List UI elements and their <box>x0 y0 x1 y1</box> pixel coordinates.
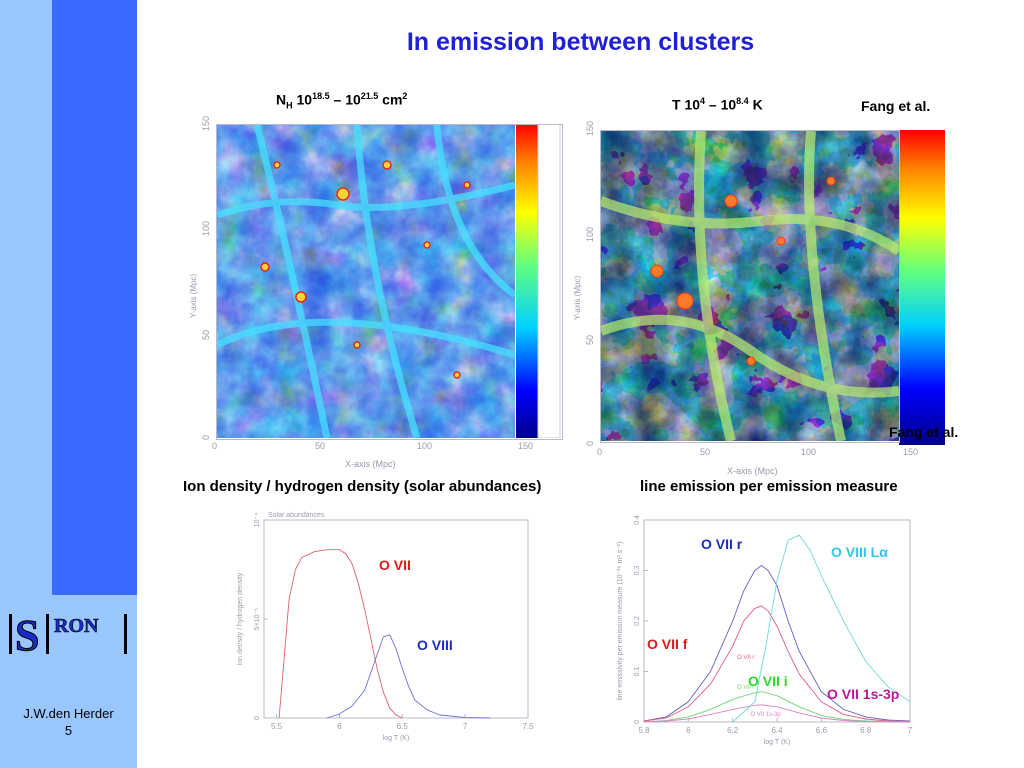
series-line <box>278 549 403 719</box>
density-y-tick: 150 <box>201 115 211 131</box>
x-tick-label: 7.5 <box>522 722 534 731</box>
in-plot-annotation: O VII i <box>737 685 754 691</box>
x-tick-label: 7 <box>463 722 468 731</box>
temperature-range-label: T 104 – 108.4 K <box>672 96 763 113</box>
temperature-y-tick: 0 <box>585 440 595 446</box>
density-map-frame <box>216 124 563 440</box>
o7r-line-label: O VII r <box>701 536 743 552</box>
o7f-line-label: O VII f <box>647 636 688 652</box>
x-tick-label: 6.8 <box>860 726 872 735</box>
x-tick-label: 6.2 <box>727 726 739 735</box>
temperature-colorbar <box>899 130 945 445</box>
temperature-y-tick: 50 <box>585 334 595 345</box>
density-map <box>217 125 515 438</box>
x-axis-label: log T (K) <box>383 735 410 742</box>
temperature-y-tick: 100 <box>585 226 595 242</box>
emissivity-caption: line emission per emission measure <box>640 478 898 495</box>
o7-ion-label: O VII <box>379 557 411 573</box>
temperature-x-tick: 50 <box>700 447 711 457</box>
emissivity-chart: 5.8 6 6.2 6.4 6.6 6.8 7 log T (K) 0 0.1 0.2 0.3 0.4 l… <box>617 515 913 746</box>
temperature-y-tick: 150 <box>585 120 595 136</box>
x-tick-label: 5.8 <box>638 726 650 735</box>
y-tick-label: 0 <box>254 716 261 720</box>
x-tick-label: 6 <box>686 726 691 735</box>
temperature-x-tick: 150 <box>903 447 919 457</box>
y-tick-label: 0.2 <box>634 616 641 626</box>
temperature-map <box>601 131 899 441</box>
sron-logo: S RON <box>6 608 132 660</box>
credit-label-overlay: Fang et al. <box>889 424 959 440</box>
y-tick-label: 0.4 <box>634 515 641 525</box>
x-tick-label: 6 <box>337 722 342 731</box>
density-x-tick: 50 <box>315 441 326 451</box>
temperature-x-tick: 100 <box>801 447 817 457</box>
ion-fraction-caption: Ion density / hydrogen density (solar ab… <box>183 478 542 495</box>
chart-subtitle: Solar abundances <box>268 512 325 519</box>
slide-title: In emission between clusters <box>406 28 755 56</box>
density-y-tick: 50 <box>201 329 211 340</box>
density-x-tick: 0 <box>212 441 218 451</box>
sidebar-dark <box>52 0 137 595</box>
y-tick-label: 0.1 <box>634 667 641 677</box>
svg-text:S: S <box>15 611 39 660</box>
density-x-tick: 100 <box>417 441 433 451</box>
density-range-label: NH 1018.5 – 1021.5 cm2 <box>276 91 408 111</box>
y-tick-label: 0.3 <box>634 566 641 576</box>
density-y-tick: 100 <box>201 220 211 236</box>
o8-ion-label: O VIII <box>417 637 453 653</box>
y-tick-label: 10⁻⁴ <box>254 513 261 528</box>
temperature-y-label: Y-axis (Mpc) <box>573 275 582 320</box>
in-plot-annotation: O VII r <box>737 655 754 661</box>
o7-1s3p-line-label: O VII 1s-3p <box>827 686 900 702</box>
x-tick-label: 7 <box>908 726 913 735</box>
y-axis-label: ion density / hydrogen density <box>237 572 244 665</box>
x-axis-label: log T (K) <box>764 739 791 746</box>
ion-fraction-chart: 5.5 6 6.5 7 7.5 log T (K) 0 5×10⁻⁵ 10⁻⁴ ion densi… <box>237 512 534 742</box>
series-line <box>643 691 911 723</box>
temperature-map-frame <box>600 130 900 443</box>
series-line <box>643 564 911 722</box>
footer-page-number: 5 <box>64 723 73 738</box>
density-y-tick: 0 <box>201 434 211 440</box>
density-x-label: X-axis (Mpc) <box>345 459 396 469</box>
x-tick-label: 5.5 <box>271 722 283 731</box>
plot-frame <box>263 519 529 719</box>
series-line <box>643 704 911 723</box>
in-plot-annotation: O VII 1s-3p <box>750 712 781 718</box>
temperature-x-label: X-axis (Mpc) <box>727 466 778 476</box>
o8-lya-line-label: O VIII Lα <box>831 544 888 560</box>
footer-author: J.W.den Herder <box>23 706 114 721</box>
x-tick-label: 6.6 <box>816 726 828 735</box>
y-tick-label: 0 <box>634 720 641 724</box>
credit-label: Fang et al. <box>861 98 931 114</box>
series-line <box>326 634 491 719</box>
density-x-tick: 150 <box>518 441 534 451</box>
y-tick-label: 5×10⁻⁵ <box>254 608 261 630</box>
density-y-label: Y-axis (Mpc) <box>189 273 198 318</box>
series-line <box>732 534 911 723</box>
x-tick-label: 6.4 <box>771 726 783 735</box>
o7i-line-label: O VII i <box>748 673 788 689</box>
temperature-x-tick: 0 <box>597 447 603 457</box>
x-tick-label: 6.5 <box>397 722 409 731</box>
series-line <box>643 605 911 722</box>
svg-text:RON: RON <box>54 615 99 637</box>
density-colorbar <box>516 124 561 438</box>
y-axis-label: line emissivity per emission measure (10… <box>617 542 624 701</box>
